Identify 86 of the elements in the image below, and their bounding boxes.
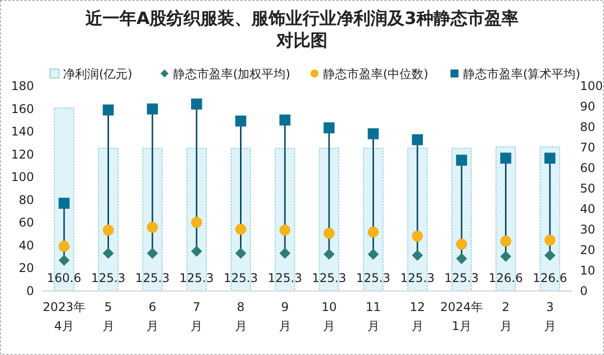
point [279, 114, 290, 126]
y2-tick-label: 30 [580, 222, 596, 236]
x-tick-label: 9 月 [278, 300, 291, 333]
x-tick-label: 10 月 [321, 300, 337, 333]
point [191, 246, 202, 257]
y2-tick-label: 50 [580, 182, 596, 196]
data-label: 125.3 [356, 271, 390, 285]
y-tick-label: 0 [26, 284, 34, 298]
data-label: 125.3 [268, 271, 302, 285]
legend-label: 净利润(亿元) [63, 67, 132, 81]
x-tick-label: 2 月 [500, 300, 512, 333]
point [324, 228, 335, 239]
point [544, 152, 556, 164]
y-tick-label: 100 [11, 170, 34, 184]
data-label: 125.3 [91, 271, 126, 285]
x-tick-label: 3 月 [544, 300, 556, 333]
y2-tick-label: 10 [580, 264, 596, 278]
point [235, 248, 246, 259]
x-tick-label: 6 月 [146, 300, 158, 333]
legend-label: 静态市盈率(中位数) [323, 67, 428, 81]
point [500, 250, 512, 262]
legend-label: 静态市盈率(算术平均) [463, 67, 580, 81]
data-label: 125.3 [179, 271, 214, 285]
point [58, 240, 70, 252]
point [500, 152, 512, 164]
data-label: 126.6 [532, 271, 568, 285]
y-tick-label: 160 [11, 102, 34, 116]
point [58, 254, 70, 266]
point [235, 116, 246, 127]
legend-label: 静态市盈率(加权平均) [173, 67, 290, 81]
x-tick-label: 11 月 [366, 300, 381, 333]
point [456, 154, 468, 166]
chart-title: 近一年A股纺织服装、服饰业行业净利润及3种静态市盈率对比图 [84, 9, 518, 51]
x-tick-label: 5 月 [102, 300, 114, 333]
point [368, 128, 379, 140]
y2-tick-label: 80 [580, 120, 596, 134]
y-tick-label: 40 [18, 238, 34, 252]
y-tick-label: 140 [11, 124, 34, 139]
point [456, 253, 468, 264]
x-tick-label: 2023年 4月 [42, 300, 86, 333]
data-label: 126.6 [488, 271, 523, 285]
y2-tick-label: 0 [580, 284, 588, 298]
data-label: 125.3 [400, 271, 435, 285]
x-tick-label: 8 月 [234, 300, 247, 333]
data-label: 125.3 [135, 271, 170, 285]
x-tick-label: 2024年 1月 [440, 300, 483, 333]
point [456, 238, 468, 250]
point [412, 230, 423, 242]
point [102, 104, 114, 116]
point [191, 98, 202, 110]
point [412, 250, 423, 261]
data-label: 160.6 [46, 271, 82, 285]
y-tick-label: 80 [18, 192, 34, 207]
y2-tick-label: 90 [580, 100, 596, 114]
point [324, 248, 335, 260]
point [279, 224, 290, 236]
point [235, 224, 246, 235]
point [544, 250, 556, 261]
data-label: 125.3 [444, 271, 479, 285]
x-tick-label: 12 月 [410, 300, 426, 333]
x-tick-label: 7 月 [190, 300, 203, 333]
point [368, 226, 379, 238]
point [191, 216, 202, 228]
y2-tick-label: 100 [580, 79, 603, 93]
point [146, 222, 158, 233]
point [146, 248, 158, 259]
point [146, 103, 158, 114]
y2-tick-label: 60 [580, 161, 596, 175]
y-tick-label: 120 [11, 147, 34, 162]
y2-tick-label: 40 [580, 202, 596, 216]
data-label: 125.3 [312, 271, 346, 285]
point [102, 248, 114, 259]
data-label: 125.3 [224, 271, 258, 285]
point [500, 236, 512, 247]
point [412, 134, 423, 146]
y-tick-label: 20 [18, 261, 34, 276]
point [279, 248, 290, 259]
y-tick-label: 180 [11, 79, 34, 93]
y2-tick-label: 70 [580, 140, 596, 154]
y2-tick-label: 20 [580, 243, 596, 257]
point [544, 234, 556, 246]
point [58, 198, 70, 209]
y-tick-label: 60 [18, 216, 34, 230]
point [368, 248, 379, 260]
point [102, 224, 114, 236]
point [324, 122, 335, 134]
